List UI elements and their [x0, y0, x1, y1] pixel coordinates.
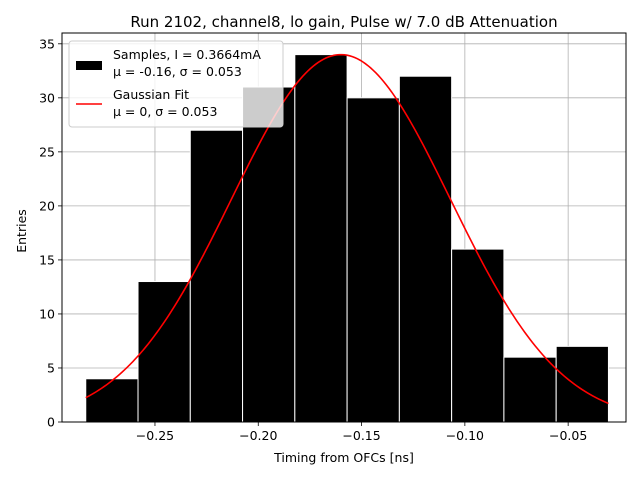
legend-fit-label: Gaussian Fit — [113, 87, 189, 102]
gaussian-fit — [85, 53, 609, 405]
axis-ticks: −0.25 −0.20 −0.15 −0.10 −0.05 0 5 10 15 20 25 30 35 — [39, 36, 587, 443]
histogram-bar — [398, 75, 453, 423]
histogram-bar — [555, 345, 609, 423]
x-tick-label: −0.05 — [549, 428, 587, 443]
histogram-bar — [137, 281, 191, 423]
legend-samples-label: Samples, I = 0.3664mA — [113, 47, 261, 62]
y-tick-label: 5 — [47, 360, 55, 375]
histogram-bars — [85, 54, 609, 423]
y-tick-label: 15 — [39, 252, 55, 267]
x-tick-label: −0.15 — [342, 428, 380, 443]
histogram-bar — [85, 378, 139, 423]
y-tick-label: 10 — [39, 306, 55, 321]
y-axis-label: Entries — [14, 209, 29, 253]
gaussian-fit-line — [85, 53, 609, 405]
histogram-bar — [294, 54, 348, 423]
legend-samples-stats: μ = -0.16, σ = 0.053 — [113, 64, 242, 79]
histogram-bar — [346, 97, 400, 423]
histogram-bar — [451, 248, 505, 423]
axes-frame — [61, 32, 627, 423]
legend: Samples, I = 0.3664mA μ = -0.16, σ = 0.0… — [68, 40, 284, 128]
y-tick-label: 30 — [39, 90, 55, 105]
y-tick-label: 20 — [39, 198, 55, 213]
histogram-bar — [242, 86, 296, 423]
y-tick-label: 0 — [47, 415, 55, 430]
x-tick-label: −0.20 — [239, 428, 277, 443]
chart-title: Run 2102, channel8, lo gain, Pulse w/ 7.… — [130, 13, 557, 31]
legend-box — [68, 40, 284, 128]
histogram-bar — [503, 356, 557, 423]
y-tick-label: 35 — [39, 36, 55, 51]
legend-fit-stats: μ = 0, σ = 0.053 — [113, 104, 217, 119]
y-tick-label: 25 — [39, 144, 55, 159]
x-axis-label: Timing from OFCs [ns] — [273, 450, 414, 465]
x-tick-label: −0.25 — [136, 428, 174, 443]
legend-samples-swatch — [76, 61, 102, 70]
histogram-bar — [189, 129, 244, 423]
x-tick-label: −0.10 — [446, 428, 484, 443]
